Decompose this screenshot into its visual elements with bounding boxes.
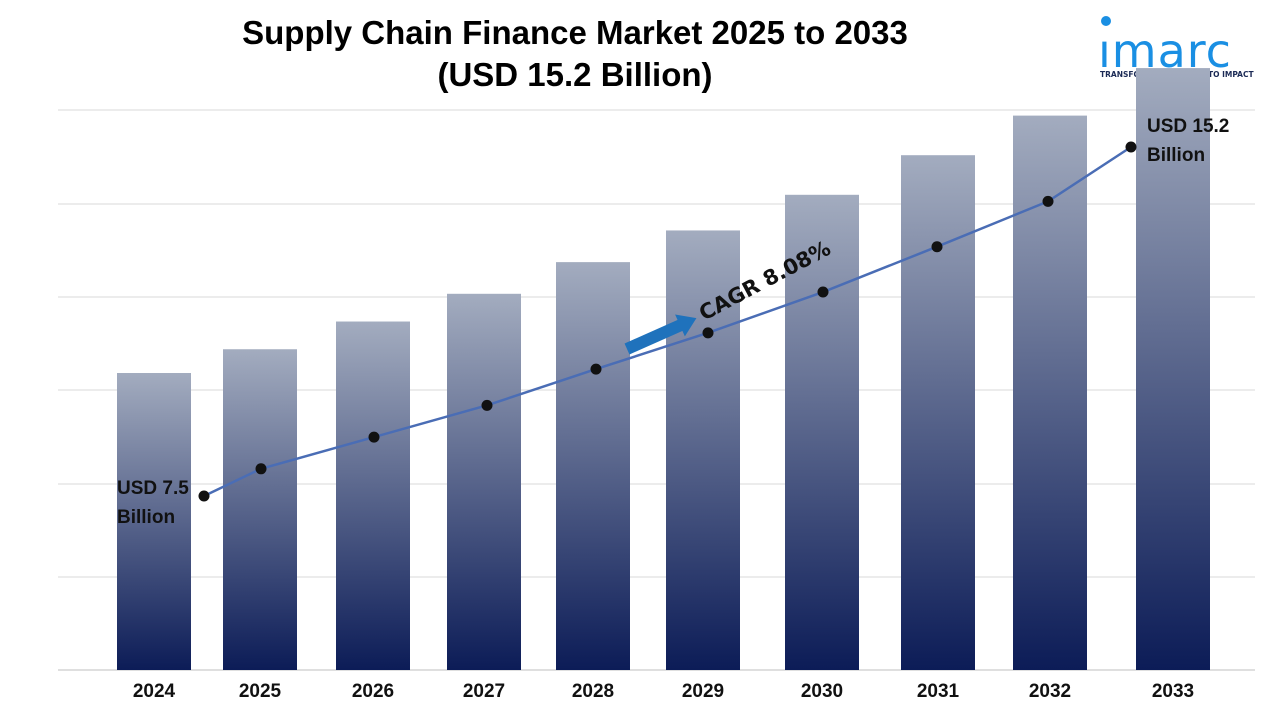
x-tick-label: 2027: [463, 681, 505, 702]
trend-point-2024: [198, 490, 210, 502]
bar-2027: [447, 293, 521, 670]
x-tick-label: 2024: [133, 681, 176, 702]
start-value-label: USD 7.5: [117, 478, 189, 499]
end-value-label: USD 15.2: [1147, 116, 1229, 137]
chart-title: Supply Chain Finance Market 2025 to 2033…: [150, 12, 1000, 96]
x-tick-label: 2026: [352, 681, 394, 702]
trend-point-2031: [931, 241, 943, 253]
trend-line: [203, 145, 1132, 498]
bar-2030: [785, 194, 859, 671]
bar-2032: [1013, 115, 1087, 671]
bar-2024: [117, 373, 191, 670]
x-tick-label: 2030: [801, 681, 843, 702]
start-value-unit: Billion: [117, 507, 175, 528]
x-tick-label: 2033: [1152, 681, 1194, 702]
bar-2026: [336, 321, 410, 670]
logo-dot-icon: [1101, 16, 1111, 26]
bar-2031: [901, 155, 975, 670]
chart-title-line2: (USD 15.2 Billion): [437, 56, 713, 93]
trend-point-2027: [481, 399, 493, 411]
x-tick-label: 2028: [572, 681, 614, 702]
trend-point-2033: [1125, 141, 1137, 153]
x-tick-label: 2032: [1029, 681, 1071, 702]
trend-point-2032: [1042, 195, 1054, 207]
bar-2033: [1136, 68, 1210, 670]
trend-point-2028: [590, 363, 602, 375]
trend-point-2026: [368, 431, 380, 443]
chart-title-line1: Supply Chain Finance Market 2025 to 2033: [242, 14, 908, 51]
logo-wordmark: ımarc: [1098, 24, 1232, 78]
trend-point-2025: [255, 463, 267, 475]
end-value-unit: Billion: [1147, 145, 1205, 166]
bar-2029: [666, 230, 740, 670]
bar-2028: [556, 262, 630, 670]
x-tick-label: 2031: [917, 681, 960, 702]
trend-point-2030: [817, 286, 829, 298]
cagr-arrow-icon: [624, 314, 697, 355]
x-tick-label: 2025: [239, 681, 282, 702]
trend-point-2029: [702, 327, 714, 339]
x-tick-label: 2029: [682, 681, 724, 702]
bar-2025: [223, 349, 297, 670]
